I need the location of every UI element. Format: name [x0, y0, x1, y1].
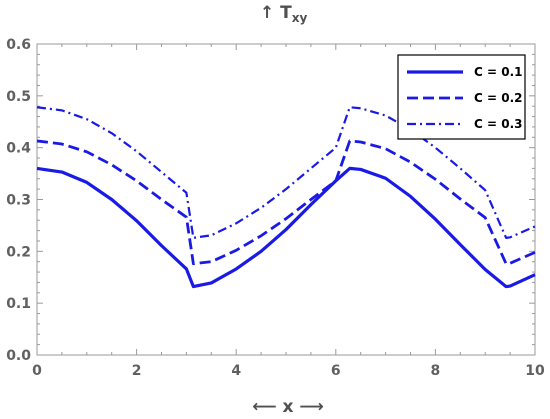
y-tick-label: 0.1: [6, 296, 31, 312]
y-axis-title-subscript: xy: [292, 11, 308, 25]
y-axis-title: ↑ Txy: [260, 3, 308, 25]
y-tick-label: 0.2: [6, 244, 31, 260]
x-tick-label: 0: [32, 363, 42, 379]
y-axis-title-main: ↑ T: [260, 3, 292, 23]
series-line-1: [36, 166, 536, 289]
x-tick-label: 10: [525, 363, 545, 379]
series-line-3: [36, 106, 536, 239]
legend-label-1: C = 0.1: [474, 65, 522, 79]
x-tick-label: 8: [431, 363, 441, 379]
series-lines: [36, 106, 536, 289]
series-line-2: [36, 139, 536, 266]
legend-label-3: C = 0.3: [474, 117, 522, 131]
y-tick-label: 0.5: [6, 89, 31, 105]
x-tick-label: 6: [331, 363, 341, 379]
legend: C = 0.1 C = 0.2 C = 0.3: [397, 54, 526, 140]
y-tick-label: 0.0: [6, 348, 31, 364]
legend-label-2: C = 0.2: [474, 91, 522, 105]
axis-ticks: 0 2 4 6 8 10 0.0 0.1 0.2 0.3 0.4 0.5 0.6: [6, 37, 545, 379]
y-tick-label: 0.4: [6, 141, 31, 157]
y-tick-label: 0.3: [6, 193, 31, 209]
y-tick-label: 0.6: [6, 37, 31, 53]
x-tick-label: 4: [231, 363, 241, 379]
x-tick-label: 2: [132, 363, 142, 379]
x-axis-title: ⟵ x ⟶: [252, 397, 324, 417]
